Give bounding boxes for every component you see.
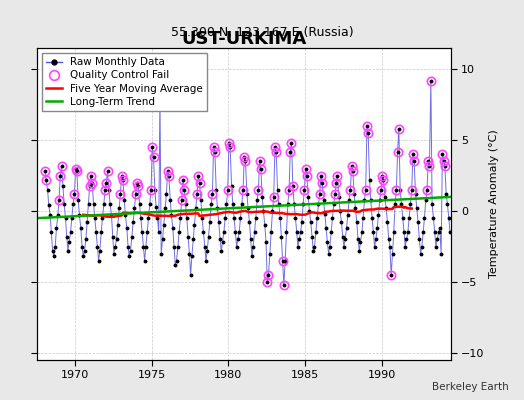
Y-axis label: Temperature Anomaly (°C): Temperature Anomaly (°C) [488,130,499,278]
Text: Berkeley Earth: Berkeley Earth [432,382,508,392]
Text: 55.300 N, 123.167 E (Russia): 55.300 N, 123.167 E (Russia) [171,26,353,39]
Legend: Raw Monthly Data, Quality Control Fail, Five Year Moving Average, Long-Term Tren: Raw Monthly Data, Quality Control Fail, … [42,53,207,111]
Title: UST-URKIMA: UST-URKIMA [181,30,307,48]
